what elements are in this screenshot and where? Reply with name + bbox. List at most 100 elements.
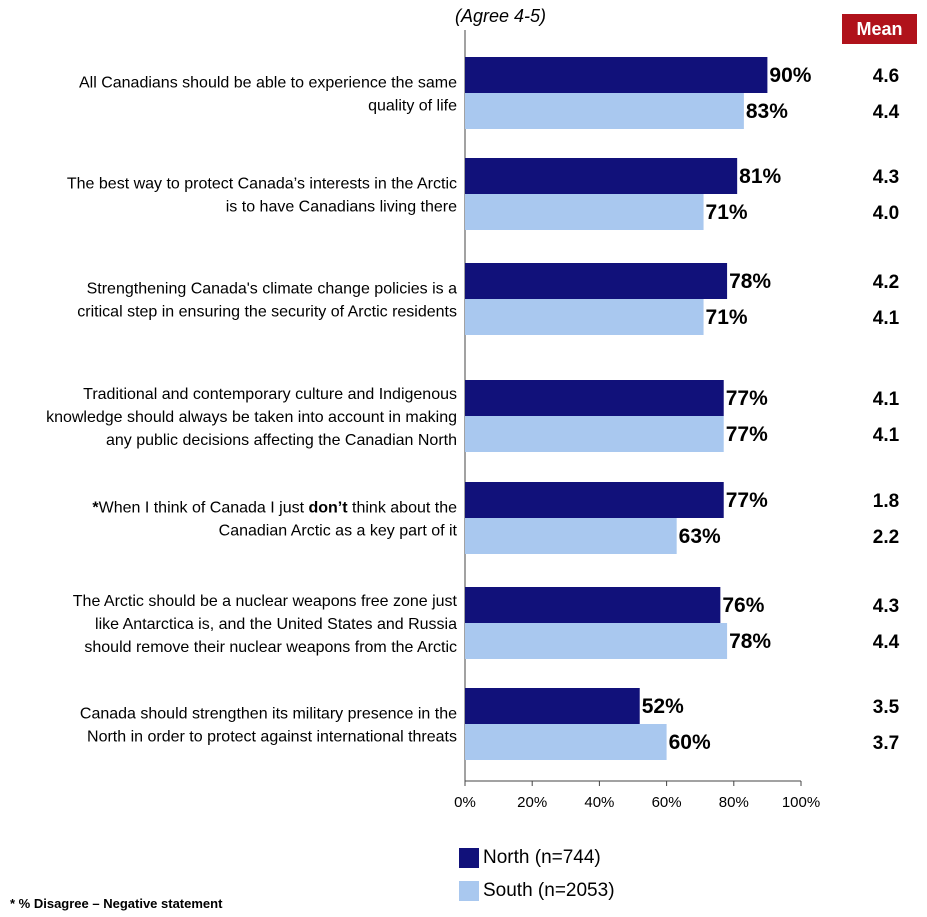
bar-item-4-north bbox=[465, 380, 724, 416]
category-label-run: is to have Canadians living there bbox=[226, 199, 457, 216]
mean-value-item-7-north: 3.5 bbox=[873, 697, 900, 718]
category-label-run: North in order to protect against intern… bbox=[87, 729, 457, 746]
legend-swatch-south bbox=[459, 881, 479, 901]
mean-value-item-2-south: 4.0 bbox=[873, 203, 899, 224]
category-label-run: All Canadians should be able to experien… bbox=[79, 75, 457, 92]
category-label-run: quality of life bbox=[368, 98, 457, 115]
category-label-line: The Arctic should be a nuclear weapons f… bbox=[73, 593, 458, 610]
x-tick-label: 20% bbox=[517, 794, 547, 811]
category-label-run: The best way to protect Canada’s interes… bbox=[67, 176, 457, 193]
data-label-item-3-north: 78% bbox=[729, 270, 771, 293]
bar-item-2-south bbox=[465, 194, 704, 230]
bar-item-1-south bbox=[465, 93, 744, 129]
chart-subtitle: (Agree 4-5) bbox=[455, 6, 547, 26]
mean-value-item-1-south: 4.4 bbox=[873, 102, 900, 123]
category-label-line: North in order to protect against intern… bbox=[87, 729, 457, 746]
mean-value-item-5-north: 1.8 bbox=[873, 491, 899, 512]
mean-value-item-6-north: 4.3 bbox=[873, 596, 899, 617]
legend-item-south: South (n=2053) bbox=[459, 876, 615, 906]
x-tick-label: 0% bbox=[454, 794, 476, 811]
category-label-line: Traditional and contemporary culture and… bbox=[83, 386, 457, 403]
mean-value-item-6-south: 4.4 bbox=[873, 632, 900, 653]
category-label-line: Canadian Arctic as a key part of it bbox=[219, 523, 458, 540]
data-label-item-1-south: 83% bbox=[746, 100, 788, 123]
category-label-5: *When I think of Canada I just don’t thi… bbox=[92, 500, 457, 540]
bar-item-5-south bbox=[465, 518, 677, 554]
category-label-run: Canadian Arctic as a key part of it bbox=[219, 523, 458, 540]
data-label-item-5-south: 63% bbox=[679, 525, 721, 548]
bar-item-3-south bbox=[465, 299, 704, 335]
data-label-item-4-north: 77% bbox=[726, 387, 768, 410]
data-label-item-6-north: 76% bbox=[722, 594, 764, 617]
category-label-6: The Arctic should be a nuclear weapons f… bbox=[73, 593, 458, 656]
x-tick-label: 100% bbox=[782, 794, 820, 811]
bar-item-5-north bbox=[465, 482, 724, 518]
data-label-item-3-south: 71% bbox=[706, 306, 748, 329]
mean-value-item-3-north: 4.2 bbox=[873, 272, 899, 293]
mean-value-item-3-south: 4.1 bbox=[873, 308, 900, 329]
x-tick-label: 80% bbox=[719, 794, 749, 811]
x-tick-label: 60% bbox=[652, 794, 682, 811]
data-label-item-6-south: 78% bbox=[729, 630, 771, 653]
bar-item-7-north bbox=[465, 688, 640, 724]
data-label-item-4-south: 77% bbox=[726, 423, 768, 446]
mean-value-item-1-north: 4.6 bbox=[873, 66, 899, 87]
mean-value-item-4-south: 4.1 bbox=[873, 425, 900, 446]
mean-value-item-4-north: 4.1 bbox=[873, 389, 900, 410]
x-tick-label: 40% bbox=[584, 794, 614, 811]
legend-label-north: North (n=744) bbox=[483, 847, 601, 868]
category-label-run: don’t bbox=[308, 500, 348, 517]
bar-item-2-north bbox=[465, 158, 738, 194]
category-label-line: should remove their nuclear weapons from… bbox=[84, 639, 457, 656]
category-label-line: All Canadians should be able to experien… bbox=[79, 75, 457, 92]
category-label-run: think about the bbox=[348, 500, 458, 517]
category-label-2: The best way to protect Canada’s interes… bbox=[67, 176, 457, 216]
mean-value-item-5-south: 2.2 bbox=[873, 527, 899, 548]
category-label-3: Strengthening Canada's climate change po… bbox=[77, 281, 457, 321]
legend-item-north: North (n=744) bbox=[459, 843, 601, 873]
bar-item-7-south bbox=[465, 724, 667, 760]
legend-swatch-north bbox=[459, 848, 479, 868]
mean-value-item-7-south: 3.7 bbox=[873, 733, 899, 754]
category-label-line: like Antarctica is, and the United State… bbox=[95, 616, 457, 633]
category-label-line: is to have Canadians living there bbox=[226, 199, 457, 216]
category-label-line: *When I think of Canada I just don’t thi… bbox=[92, 500, 457, 517]
category-label-line: knowledge should always be taken into ac… bbox=[46, 409, 457, 426]
category-label-line: Strengthening Canada's climate change po… bbox=[87, 281, 457, 298]
category-label-line: any public decisions affecting the Canad… bbox=[106, 432, 457, 449]
bar-item-1-north bbox=[465, 57, 768, 93]
bar-item-6-south bbox=[465, 623, 728, 659]
category-label-run: critical step in ensuring the security o… bbox=[77, 304, 457, 321]
category-label-run: Traditional and contemporary culture and… bbox=[83, 386, 457, 403]
category-label-4: Traditional and contemporary culture and… bbox=[46, 386, 457, 449]
category-label-run: * bbox=[92, 500, 99, 517]
category-label-line: critical step in ensuring the security o… bbox=[77, 304, 457, 321]
data-label-item-2-north: 81% bbox=[739, 165, 781, 188]
category-label-run: knowledge should always be taken into ac… bbox=[46, 409, 457, 426]
mean-column-header: Mean bbox=[842, 14, 917, 44]
data-label-item-5-north: 77% bbox=[726, 489, 768, 512]
category-label-run: should remove their nuclear weapons from… bbox=[84, 639, 457, 656]
category-label-line: quality of life bbox=[368, 98, 457, 115]
bar-item-4-south bbox=[465, 416, 724, 452]
mean-value-item-2-north: 4.3 bbox=[873, 167, 899, 188]
legend-label-south: South (n=2053) bbox=[483, 880, 615, 901]
data-label-item-7-north: 52% bbox=[642, 695, 684, 718]
category-label-run: Canada should strengthen its military pr… bbox=[80, 706, 457, 723]
bar-item-6-north bbox=[465, 587, 721, 623]
category-label-7: Canada should strengthen its military pr… bbox=[80, 706, 457, 746]
category-label-run: any public decisions affecting the Canad… bbox=[106, 432, 457, 449]
bar-item-3-north bbox=[465, 263, 728, 299]
data-label-item-1-north: 90% bbox=[769, 64, 811, 87]
category-label-line: Canada should strengthen its military pr… bbox=[80, 706, 457, 723]
category-label-run: The Arctic should be a nuclear weapons f… bbox=[73, 593, 458, 610]
data-label-item-7-south: 60% bbox=[669, 731, 711, 754]
category-label-line: The best way to protect Canada’s interes… bbox=[67, 176, 457, 193]
category-label-1: All Canadians should be able to experien… bbox=[79, 75, 457, 115]
footnote: * % Disagree – Negative statement bbox=[10, 896, 223, 911]
data-label-item-2-south: 71% bbox=[706, 201, 748, 224]
category-label-run: When I think of Canada I just bbox=[99, 500, 309, 517]
category-label-run: like Antarctica is, and the United State… bbox=[95, 616, 457, 633]
